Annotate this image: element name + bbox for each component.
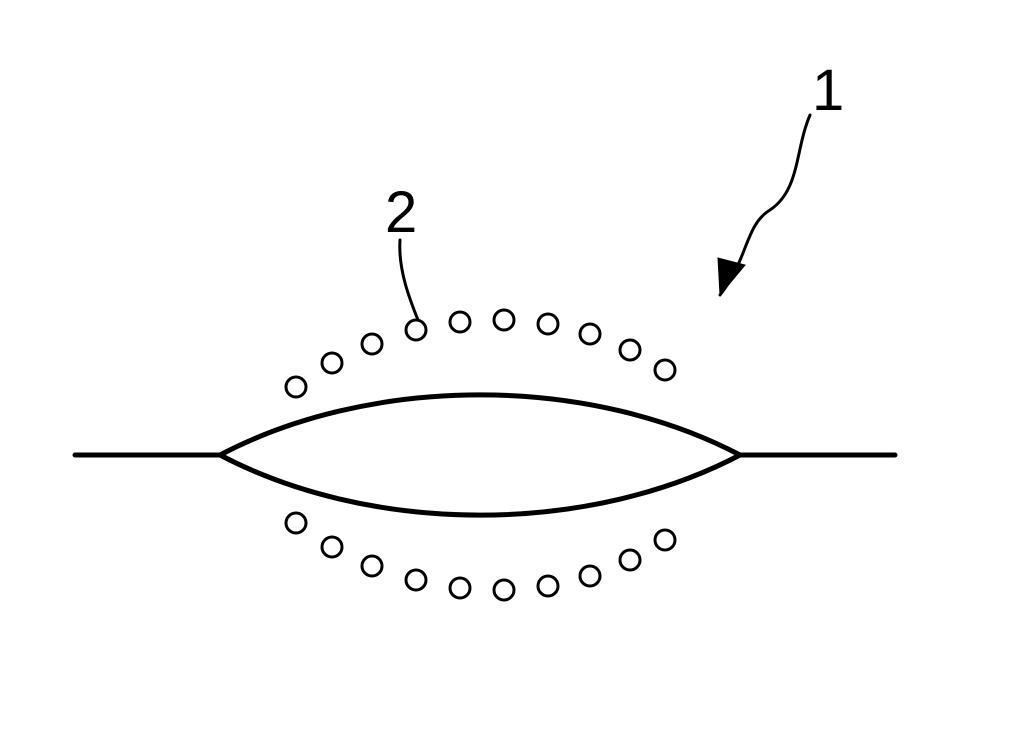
- top-circle-1: [322, 353, 342, 373]
- bottom-circle-0: [286, 513, 306, 533]
- bottom-circle-4: [450, 578, 470, 598]
- top-circle-8: [620, 340, 640, 360]
- label-1: 1: [812, 58, 844, 123]
- bottom-circle-8: [620, 550, 640, 570]
- top-circle-5: [494, 310, 514, 330]
- top-circle-4: [450, 312, 470, 332]
- top-circle-6: [538, 314, 558, 334]
- top-circle-7: [580, 324, 600, 344]
- bottom-circle-1: [322, 537, 342, 557]
- bottom-circle-7: [580, 566, 600, 586]
- label-2: 2: [385, 180, 417, 245]
- leader-1-arrowhead-icon: [718, 258, 745, 295]
- top-circle-3: [406, 320, 426, 340]
- bottom-circle-2: [362, 556, 382, 576]
- bottom-circle-9: [655, 530, 675, 550]
- leader-2: [400, 240, 418, 320]
- lens-bottom-arc: [220, 455, 740, 515]
- top-circle-9: [655, 360, 675, 380]
- top-circle-0: [286, 377, 306, 397]
- diagram-svg: 12: [0, 0, 1020, 738]
- bottom-circle-6: [538, 576, 558, 596]
- bottom-circle-5: [494, 580, 514, 600]
- top-circle-2: [362, 334, 382, 354]
- lens-top-arc: [220, 395, 740, 455]
- bottom-circle-3: [406, 570, 426, 590]
